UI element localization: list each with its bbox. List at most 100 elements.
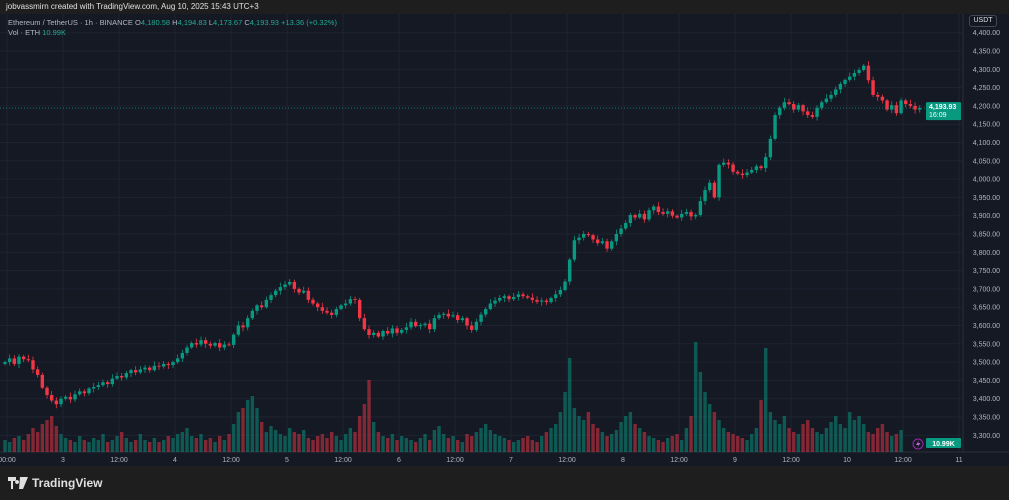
volume-bar <box>306 438 311 452</box>
candle-body <box>208 343 213 346</box>
volume-label[interactable]: Vol · ETH <box>8 28 41 37</box>
candle-body <box>455 315 460 321</box>
candle-body <box>133 370 138 373</box>
candle-body <box>138 369 143 373</box>
volume-bar <box>49 416 54 452</box>
candle-body <box>904 100 908 105</box>
candle-body <box>236 325 241 335</box>
volume-bar <box>329 432 334 452</box>
candle-body <box>890 105 894 110</box>
candle-body <box>652 206 656 211</box>
volume-bar <box>320 434 325 452</box>
volume-bar <box>348 428 353 452</box>
volume-bar <box>554 424 558 452</box>
symbol-label[interactable]: Ethereum / TetherUS · 1h · BINANCE <box>8 18 133 27</box>
volume-bar <box>568 358 572 452</box>
candle-body <box>451 315 455 317</box>
time-tick-label: 00:00 <box>0 457 16 464</box>
candle-body <box>91 386 96 389</box>
candle-body <box>913 105 917 110</box>
volume-bar <box>180 432 185 452</box>
candle-body <box>656 206 661 213</box>
volume-bar <box>470 436 474 452</box>
currency-button[interactable]: USDT <box>969 15 997 27</box>
volume-bar <box>731 434 735 452</box>
volume-bar <box>59 434 63 452</box>
chart-canvas[interactable]: 4,400.00 4,350.00 4,300.00 4,250.00 4,200.00… <box>0 14 1009 466</box>
candle-body <box>54 400 59 405</box>
candle-body <box>264 299 269 308</box>
price-tick-label: 3,750.00 <box>973 268 1000 275</box>
candle-body <box>796 105 801 110</box>
candle-body <box>283 284 287 288</box>
volume-value: 10.99K <box>42 28 66 37</box>
tradingview-logo: TradingView <box>8 476 102 490</box>
price-tick-label: 4,350.00 <box>973 49 1000 56</box>
volume-bar <box>866 432 871 452</box>
volume-bar <box>740 438 745 452</box>
volume-bar <box>810 428 815 452</box>
volume-bar <box>661 442 665 452</box>
volume-bar <box>301 430 306 452</box>
candle-body <box>105 382 110 385</box>
volume-bar <box>591 424 595 452</box>
candle-body <box>306 290 311 300</box>
volume-bar <box>642 432 647 452</box>
time-tick-label: 11 <box>955 457 962 464</box>
candle-body <box>498 298 502 301</box>
candle-body <box>343 303 348 306</box>
candle-body <box>385 330 390 334</box>
price-chart[interactable]: 4,400.00 4,350.00 4,300.00 4,250.00 4,200.00… <box>0 14 1009 466</box>
volume-bar <box>334 436 339 452</box>
candle-body <box>535 299 539 302</box>
candle-body <box>708 182 712 191</box>
candle-body <box>544 300 549 303</box>
price-tick-label: 4,000.00 <box>973 177 1000 184</box>
candle-body <box>773 115 777 139</box>
volume-bar <box>857 416 861 452</box>
candle-body <box>880 96 885 101</box>
volume-bar <box>829 422 833 452</box>
candle-body <box>586 234 591 236</box>
candle-body <box>297 288 301 293</box>
candle-body <box>376 332 381 337</box>
volume-bar <box>689 416 693 452</box>
candle-body <box>554 294 558 299</box>
candle-body <box>582 234 586 238</box>
volume-bar <box>852 420 857 452</box>
logo-text: TradingView <box>32 476 103 490</box>
volume-tag-bg <box>926 438 961 448</box>
low-label: L <box>208 18 214 27</box>
volume-tag-value: 10.99K <box>932 441 955 448</box>
candle-body <box>171 362 175 366</box>
candle-body <box>479 314 483 322</box>
time-tick-label: 12:00 <box>782 457 800 464</box>
time-tick-label: 12:00 <box>446 457 464 464</box>
candle-body <box>675 215 679 218</box>
price-tick-label: 3,300.00 <box>973 433 1000 440</box>
volume-bar <box>862 424 866 452</box>
volume-bar <box>110 440 115 452</box>
candle-body <box>778 107 782 116</box>
volume-bar <box>778 424 782 452</box>
volume-bar <box>357 416 362 452</box>
candle-body <box>157 365 161 367</box>
volume-bar <box>488 430 493 452</box>
time-tick-label: 12:00 <box>558 457 576 464</box>
volume-bar <box>283 436 287 452</box>
volume-bar <box>596 428 600 452</box>
chart-legend: Ethereum / TetherUS · 1h · BINANCE O4,18… <box>8 18 337 38</box>
volume-bar <box>838 424 843 452</box>
candle-body <box>614 234 619 242</box>
candle-body <box>722 162 726 165</box>
candle-body <box>301 290 306 293</box>
candle-body <box>269 295 273 300</box>
price-tick-label: 3,800.00 <box>973 250 1000 257</box>
volume-bar <box>31 428 35 452</box>
volume-bar <box>441 434 446 452</box>
volume-bar <box>119 432 124 452</box>
volume-bar <box>899 430 903 452</box>
volume-bar <box>638 428 642 452</box>
candle-body <box>810 115 815 117</box>
price-tick-label: 4,100.00 <box>973 140 1000 147</box>
